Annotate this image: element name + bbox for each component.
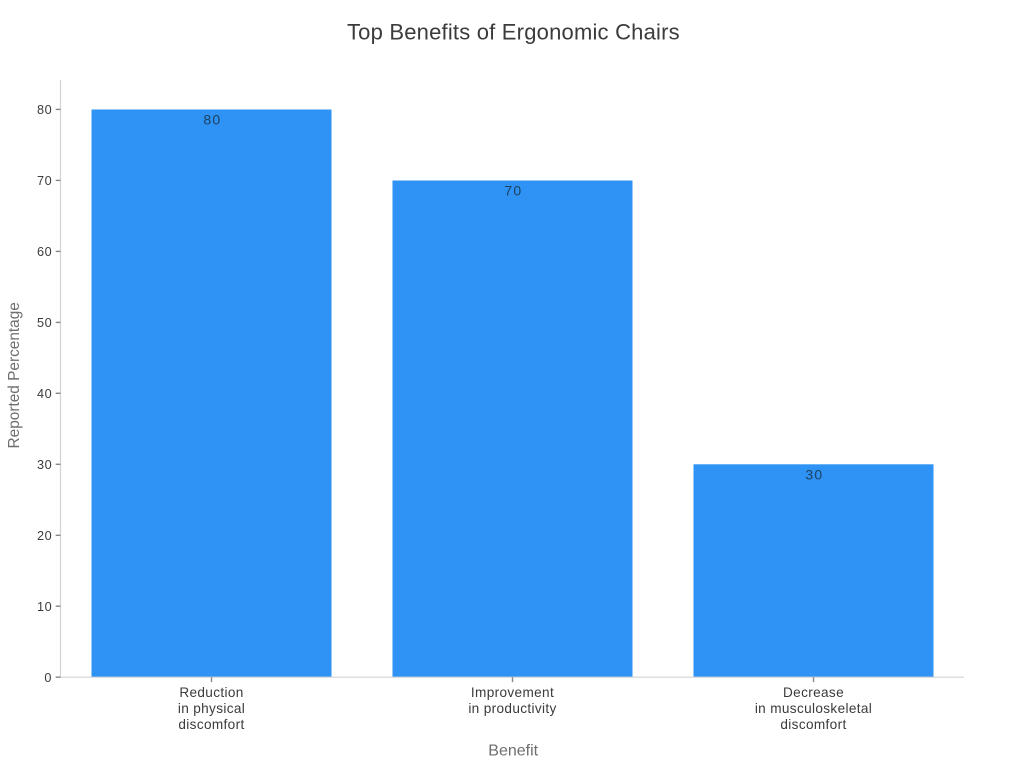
- svg-text:80: 80: [37, 103, 52, 117]
- svg-text:in musculoskeletal: in musculoskeletal: [755, 701, 872, 716]
- svg-text:Decrease: Decrease: [783, 685, 844, 700]
- svg-text:in productivity: in productivity: [468, 701, 556, 716]
- svg-text:30: 30: [37, 458, 52, 472]
- svg-text:Reduction: Reduction: [179, 685, 243, 700]
- svg-text:Benefit: Benefit: [488, 743, 538, 760]
- svg-text:0: 0: [44, 671, 52, 685]
- svg-text:30: 30: [805, 466, 823, 482]
- svg-text:discomfort: discomfort: [178, 717, 244, 732]
- svg-text:Top Benefits of Ergonomic Chai: Top Benefits of Ergonomic Chairs: [347, 20, 680, 45]
- svg-text:discomfort: discomfort: [780, 717, 846, 732]
- svg-text:10: 10: [37, 600, 52, 614]
- svg-text:20: 20: [37, 529, 52, 543]
- svg-text:in physical: in physical: [178, 701, 245, 716]
- svg-text:Reported Percentage: Reported Percentage: [6, 302, 23, 448]
- svg-text:70: 70: [504, 183, 522, 199]
- svg-text:40: 40: [37, 387, 52, 401]
- svg-text:80: 80: [203, 111, 221, 127]
- svg-text:60: 60: [37, 245, 52, 259]
- svg-text:70: 70: [37, 174, 52, 188]
- svg-text:Improvement: Improvement: [471, 685, 554, 700]
- svg-text:50: 50: [37, 316, 52, 330]
